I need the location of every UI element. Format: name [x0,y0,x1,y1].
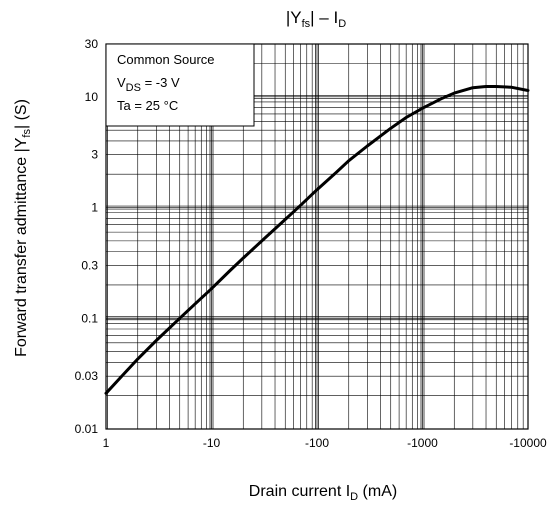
condition-ta: Ta = 25 °C [117,98,178,113]
chart-title: |Yfs| – ID [286,8,346,30]
y-tick-labels: 0.01 0.03 0.1 0.3 1 3 10 30 [75,37,99,436]
y-tick-label: 0.01 [75,422,99,436]
y-tick-label: 0.1 [81,311,98,325]
y-tick-label: 10 [85,90,99,104]
y-tick-label: 30 [85,37,99,51]
conditions-box [105,43,255,127]
x-tick-labels: 1 -10 -100 -1000 -10000 [103,436,547,450]
series-line [104,85,530,395]
y-tick-label: 3 [91,148,98,162]
x-tick-label: -1000 [407,436,438,450]
y-axis-label: Forward transfer admittance |Yfs| (S) [13,99,33,357]
x-tick-label: -10000 [509,436,547,450]
x-tick-label: -10 [203,436,221,450]
condition-vds: VDS = -3 V [117,75,180,94]
x-axis-label: Drain current ID (mA) [249,483,397,503]
y-tick-label: 0.3 [81,258,98,272]
x-tick-label: 1 [103,436,110,450]
y-tick-label: 0.03 [75,369,99,383]
y-tick-label: 1 [91,201,98,215]
x-tick-label: -100 [305,436,329,450]
plot-frame [105,43,529,430]
condition-common-source: Common Source [117,52,215,67]
